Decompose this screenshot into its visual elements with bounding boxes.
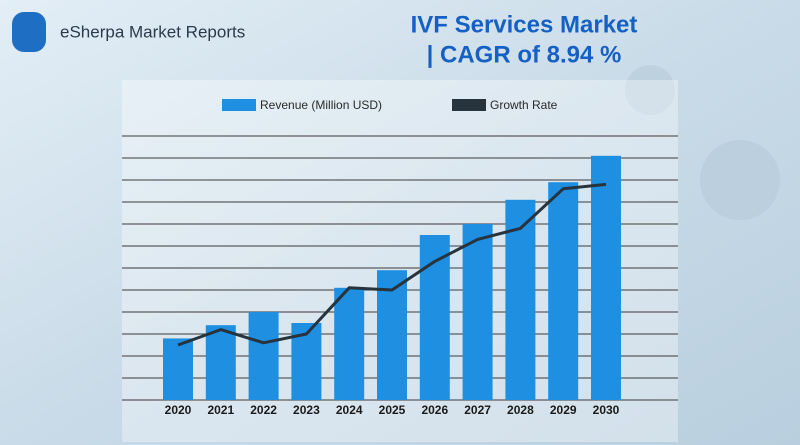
x-tick-label: 2020 [165,403,192,417]
bar [334,287,365,400]
logo: eSherpa Market Reports [12,12,245,52]
x-tick-label: 2030 [593,403,620,417]
bar [591,155,621,400]
legend-label: Growth Rate [490,98,558,112]
x-tick-label: 2026 [421,403,448,417]
x-tick-label: 2028 [507,403,534,417]
decoration [625,65,675,115]
x-tick-label: 2023 [293,403,320,417]
bar [205,325,236,400]
bar [548,182,579,400]
decoration [700,140,780,220]
x-tick-label: 2021 [207,403,234,417]
x-tick-label: 2027 [464,403,491,417]
brand: eSherpa Market Reports [60,22,245,41]
x-tick-label: 2022 [250,403,277,417]
chart-title: | CAGR of 8.94 % [427,41,622,68]
chart-title: IVF Services Market [411,11,638,38]
legend-swatch [222,99,256,111]
bar [248,312,279,400]
x-tick-label: 2024 [336,403,363,417]
bar [462,224,493,400]
legend-label: Revenue (Million USD) [260,98,382,112]
legend-swatch [452,99,486,111]
x-tick-label: 2029 [550,403,577,417]
bar [163,338,193,400]
logo-icon [12,12,46,52]
x-tick-label: 2025 [379,403,406,417]
line [177,182,607,347]
bar [505,199,536,400]
bar [377,270,407,400]
